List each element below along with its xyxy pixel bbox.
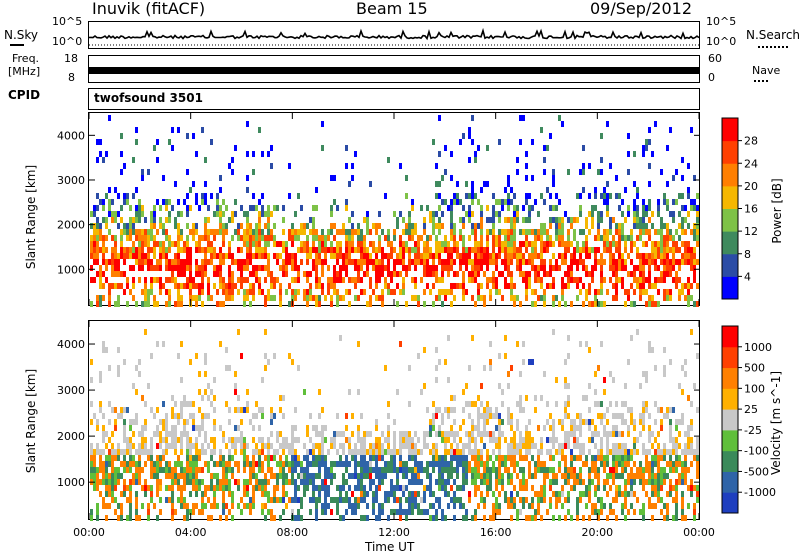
- noise-sky-legend-line: [10, 44, 24, 46]
- noise-sky-label: N.Sky: [4, 28, 39, 42]
- power-colorbar-tick-label: 12: [744, 225, 758, 238]
- velocity-colorbar-segment: [722, 492, 738, 514]
- velocity-heatmap-cells: [90, 329, 699, 521]
- power-colorbar-segment: [722, 231, 738, 255]
- power-colorbar-tick-label: 8: [744, 248, 751, 261]
- power-colorbar-segment: [722, 140, 738, 164]
- power-colorbar-segment: [722, 208, 738, 232]
- velocity-colorbar-tick-label: 100: [744, 382, 765, 395]
- velocity-colorbar-tick-label: 500: [744, 362, 765, 375]
- noise-left-tick-top: 10^5: [52, 15, 83, 28]
- power-ytick-label: 2000: [57, 219, 85, 232]
- x-tick-label: 08:00: [276, 526, 308, 539]
- x-tick-label: 00:00: [73, 526, 105, 539]
- velocity-colorbar-segment: [722, 429, 738, 452]
- power-ytick-label: 4000: [57, 129, 85, 142]
- velocity-ytick-label: 4000: [57, 338, 85, 351]
- noise-trace: [88, 27, 700, 41]
- velocity-colorbar-segment: [722, 409, 738, 431]
- power-colorbar-segment: [722, 276, 738, 300]
- power-colorbar-segment: [722, 118, 738, 142]
- power-colorbar-tick-label: 24: [744, 157, 758, 170]
- noise-right-tick-bottom: 10^0: [706, 35, 737, 48]
- velocity-colorbar-tick-label: -1000: [744, 486, 776, 499]
- noise-search-label: N.Search: [746, 28, 800, 42]
- power-colorbar-tick-label: 4: [744, 270, 751, 283]
- velocity-colorbar-tick-label: -25: [744, 424, 762, 437]
- velocity-ytick-label: 1000: [57, 476, 85, 489]
- nave-label: Nave: [752, 64, 781, 77]
- x-tick-label: 12:00: [378, 526, 410, 539]
- power-colorbar-tick-label: 20: [744, 180, 758, 193]
- freq-tick-bottom: 8: [68, 71, 75, 84]
- x-tick-label: 00:00: [683, 526, 715, 539]
- freq-label-line2: [MHz]: [8, 65, 41, 78]
- noise-search-legend-line: [758, 46, 788, 48]
- noise-left-tick-bottom: 10^0: [52, 35, 83, 48]
- cpid-panel: [88, 88, 700, 110]
- velocity-colorbar-segment: [722, 471, 738, 493]
- velocity-ytick-label: 3000: [57, 384, 85, 397]
- nave-legend-line: [754, 80, 768, 82]
- velocity-colorbar-segment: [722, 346, 738, 369]
- date-title: 09/Sep/2012: [590, 0, 693, 18]
- noise-right-tick-top: 10^5: [706, 15, 737, 28]
- velocity-colorbar-tick-label: -100: [744, 445, 769, 458]
- velocity-ytick-label: 2000: [57, 430, 85, 443]
- power-colorbar-segment: [722, 163, 738, 187]
- nave-tick-bottom: 0: [708, 71, 715, 84]
- x-tick-label: 04:00: [175, 526, 207, 539]
- cpid-value: twofsound 3501: [94, 91, 203, 105]
- velocity-colorbar-tick-label: -500: [744, 465, 769, 478]
- power-colorbar-tick-label: 16: [744, 203, 758, 216]
- power-heatmap-cells: [90, 115, 699, 307]
- x-tick-label: 20:00: [581, 526, 613, 539]
- freq-tick-top: 18: [64, 52, 78, 65]
- power-colorbar-tick-label: 28: [744, 135, 758, 148]
- beam-title: Beam 15: [356, 0, 428, 18]
- x-tick-label: 16:00: [480, 526, 512, 539]
- velocity-colorbar-tick-label: 25: [744, 403, 758, 416]
- velocity-colorbar-tick-label: 1000: [744, 341, 772, 354]
- cpid-label: CPID: [8, 88, 41, 102]
- velocity-colorbar-segment: [722, 367, 738, 389]
- power-colorbar-segment: [722, 253, 738, 277]
- freq-label-line1: Freq.: [12, 52, 40, 65]
- velocity-colorbar-segment: [722, 326, 738, 348]
- velocity-colorbar-segment: [722, 388, 738, 410]
- station-title: Inuvik (fitACF): [92, 0, 206, 18]
- velocity-colorbar-segment: [722, 450, 738, 472]
- power-ytick-label: 1000: [57, 263, 85, 276]
- power-colorbar-segment: [722, 185, 738, 209]
- power-ytick-label: 3000: [57, 174, 85, 187]
- x-axis-title: Time UT: [365, 540, 415, 554]
- velocity-colorbar-frame: [721, 325, 739, 514]
- noise-panel: [88, 21, 700, 49]
- freq-trace: [89, 67, 699, 74]
- nave-tick-top: 60: [708, 52, 722, 65]
